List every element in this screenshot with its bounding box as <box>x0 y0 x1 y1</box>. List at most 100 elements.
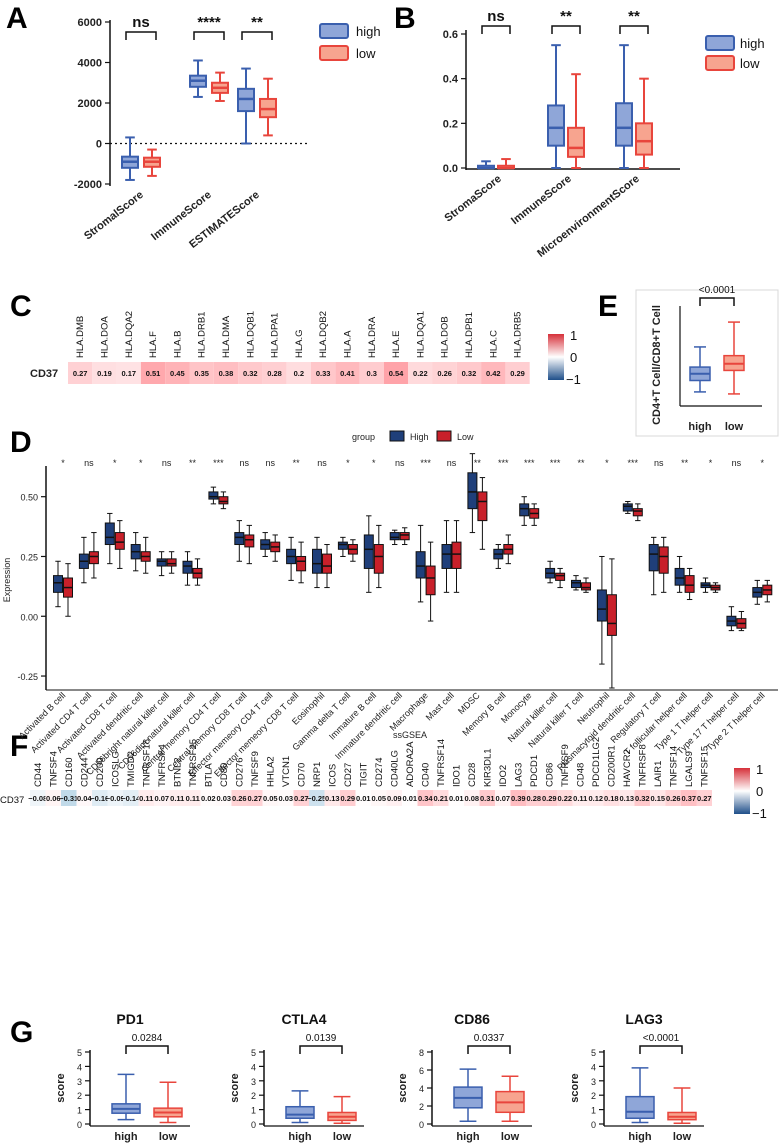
y-tick-label: 3 <box>591 1077 596 1087</box>
d-box-low-box <box>632 508 643 517</box>
e-box-low <box>723 321 745 395</box>
c-cell <box>262 362 287 384</box>
g-y-label: score <box>55 1073 67 1102</box>
f-cell-value: 0.09 <box>387 794 402 803</box>
g-box-high <box>111 1073 141 1121</box>
f-column-label: TNFRSF14 <box>436 739 447 787</box>
f-column-label: CD27 <box>343 763 354 787</box>
f-cell <box>138 790 154 806</box>
c-cell-value: 0.45 <box>170 369 185 378</box>
f-cell-value: 0.12 <box>588 794 603 803</box>
d-box-low-box <box>684 575 695 593</box>
a-legend-high-swatch <box>319 23 349 39</box>
f-column-label: TNFSF14 <box>668 746 679 787</box>
g-title: PD1 <box>116 1011 143 1027</box>
b-box-high <box>615 44 633 169</box>
d-box-high <box>493 544 504 569</box>
f-cell-value: 0.03 <box>278 794 293 803</box>
panel-label-d: D <box>10 426 32 459</box>
d-box-high <box>208 486 219 505</box>
a-box-low <box>259 77 277 137</box>
d-box-high-box <box>415 551 426 579</box>
g-x-label: high <box>456 1131 479 1143</box>
d-significance: ** <box>189 458 197 468</box>
y-tick-label: 0.50 <box>20 493 38 503</box>
y-tick-label: 2 <box>77 1091 82 1101</box>
d-box-low-box <box>477 491 488 522</box>
b-significance-label: ns <box>487 8 505 25</box>
d-box-high <box>78 536 89 584</box>
b-significance-label: ** <box>560 8 572 25</box>
c-cell-value: 0.17 <box>121 369 136 378</box>
f-column-label: CD44 <box>33 763 44 787</box>
c-cell <box>68 362 93 384</box>
y-tick-label: 0 <box>251 1120 256 1130</box>
c-scale-max: 1 <box>570 328 577 343</box>
f-cell-value: 0.27 <box>294 794 309 803</box>
d-box-high <box>752 579 763 605</box>
c-column-label: HLA.DOA <box>99 316 110 358</box>
c-cell-value: 0.26 <box>437 369 452 378</box>
f-cell-value: 0.05 <box>371 794 386 803</box>
f-cell <box>448 790 464 806</box>
b-significance-label: ** <box>628 8 640 25</box>
d-significance: ns <box>317 458 327 468</box>
a-box-high <box>237 67 255 145</box>
f-cell-value: 0.27 <box>697 794 712 803</box>
c-cell <box>432 362 457 384</box>
d-box-high <box>622 500 633 514</box>
d-box-high <box>519 496 530 526</box>
d-box-high <box>726 606 737 632</box>
g-box-low <box>667 1087 697 1125</box>
f-cell-value: 0.18 <box>604 794 619 803</box>
c-column-label: HLA.G <box>294 329 305 358</box>
f-cell <box>541 790 557 806</box>
e-frame <box>635 289 779 437</box>
d-box-low <box>684 567 695 601</box>
d-significance: * <box>709 458 713 468</box>
d-box-low-box <box>373 544 384 574</box>
d-box-low <box>710 582 721 593</box>
b-legend-low-label: low <box>740 56 760 71</box>
e-box-high <box>689 346 711 393</box>
g-title: CTLA4 <box>281 1011 326 1027</box>
f-column-label: ADORA2A <box>405 741 416 787</box>
y-tick-label: 0.4 <box>443 74 459 86</box>
d-box-high <box>571 575 581 591</box>
c-cell-value: 0.32 <box>462 369 477 378</box>
f-column-label: CD274 <box>374 757 385 787</box>
f-cell-value: 0.01 <box>356 794 371 803</box>
d-significance: * <box>761 458 765 468</box>
d-box-high <box>467 453 478 534</box>
f-cell <box>61 790 77 806</box>
f-cell <box>247 790 263 806</box>
f-cell-value: 0.29 <box>340 794 355 803</box>
f-column-label: TNFRSF4 <box>157 744 168 787</box>
b-box-low <box>635 77 653 169</box>
f-cell <box>402 790 418 806</box>
f-cell-value: −0.25 <box>307 794 326 803</box>
c-column-label: HLA.DMA <box>221 315 232 358</box>
panel-label-e: E <box>598 290 618 323</box>
f-column-label: ICOSLG <box>110 751 121 787</box>
f-cell <box>603 790 619 806</box>
b-box-high <box>477 160 495 170</box>
f-cell-value: 0.13 <box>619 794 634 803</box>
y-tick-label: 4 <box>419 1084 424 1094</box>
g-x-label: low <box>501 1131 520 1143</box>
f-cell <box>495 790 511 806</box>
g-title: CD86 <box>454 1011 490 1027</box>
e-x-label: low <box>725 421 744 433</box>
f-column-label: TNFRSF8 <box>637 744 648 787</box>
f-cell-value: 0.37 <box>681 794 696 803</box>
f-cell <box>309 790 325 806</box>
f-cell <box>45 790 61 806</box>
d-legend-low-label: Low <box>457 432 474 442</box>
d-box-low <box>347 539 358 562</box>
d-significance: ns <box>732 458 742 468</box>
b-legend-high-swatch <box>705 35 735 51</box>
f-cell-value: 0.26 <box>232 794 247 803</box>
c-column-label: HLA.DMB <box>75 316 86 358</box>
d-box-high-box <box>389 532 400 541</box>
